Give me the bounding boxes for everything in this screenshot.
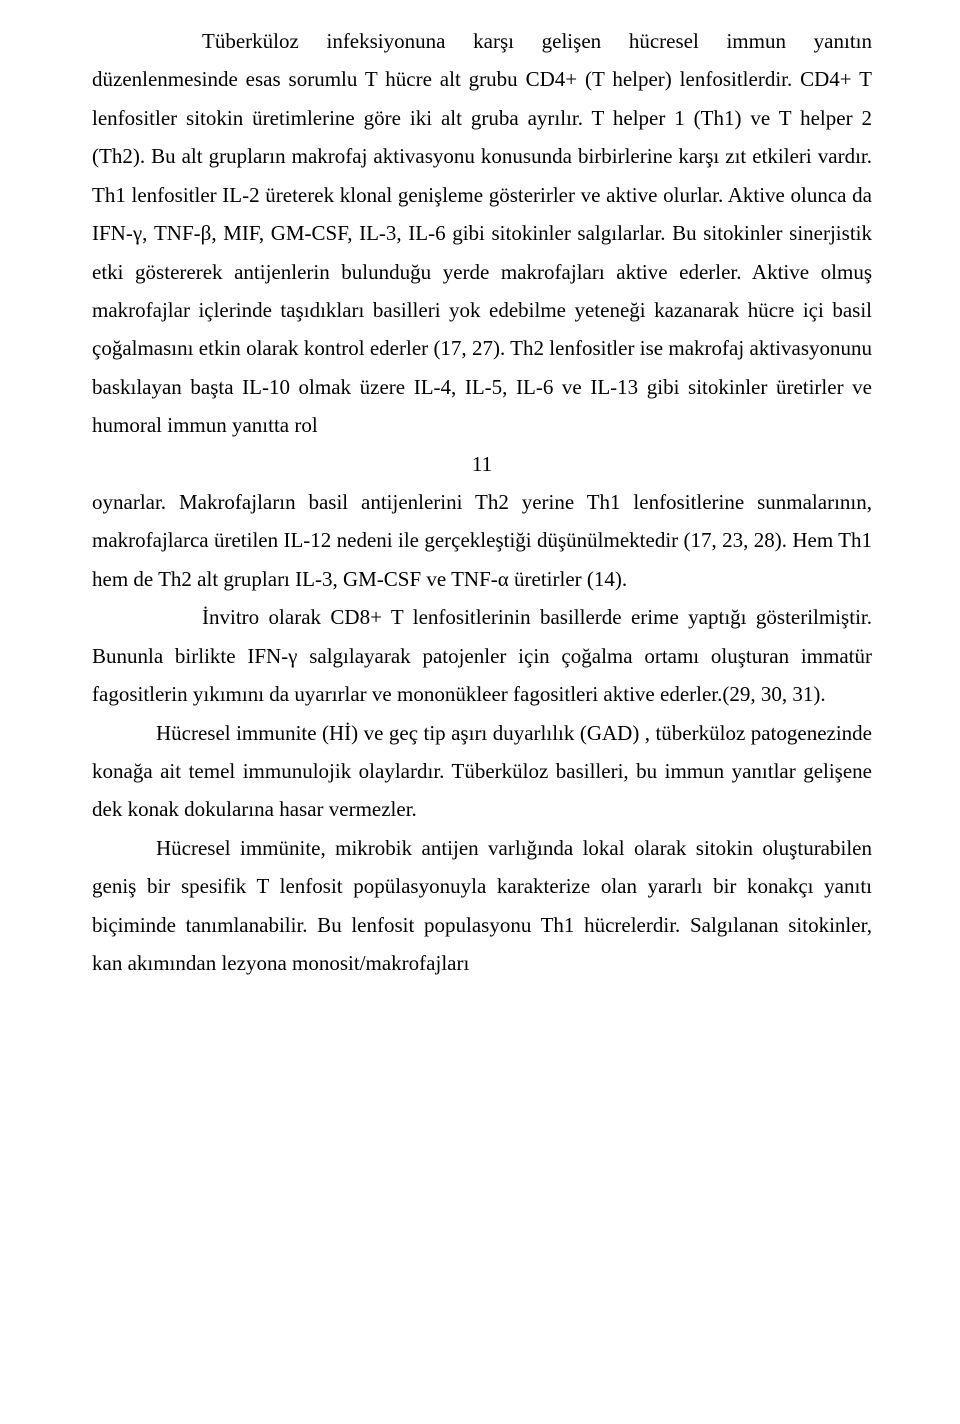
page-number: 11 — [92, 445, 872, 483]
paragraph-3: İnvitro olarak CD8+ T lenfositlerinin ba… — [92, 598, 872, 713]
document-page: Tüberküloz infeksiyonuna karşı gelişen h… — [0, 0, 960, 1424]
paragraph-2: oynarlar. Makrofajların basil antijenler… — [92, 483, 872, 598]
paragraph-5: Hücresel immünite, mikrobik antijen varl… — [92, 829, 872, 983]
paragraph-1: Tüberküloz infeksiyonuna karşı gelişen h… — [92, 22, 872, 445]
paragraph-4: Hücresel immunite (Hİ) ve geç tip aşırı … — [92, 714, 872, 829]
